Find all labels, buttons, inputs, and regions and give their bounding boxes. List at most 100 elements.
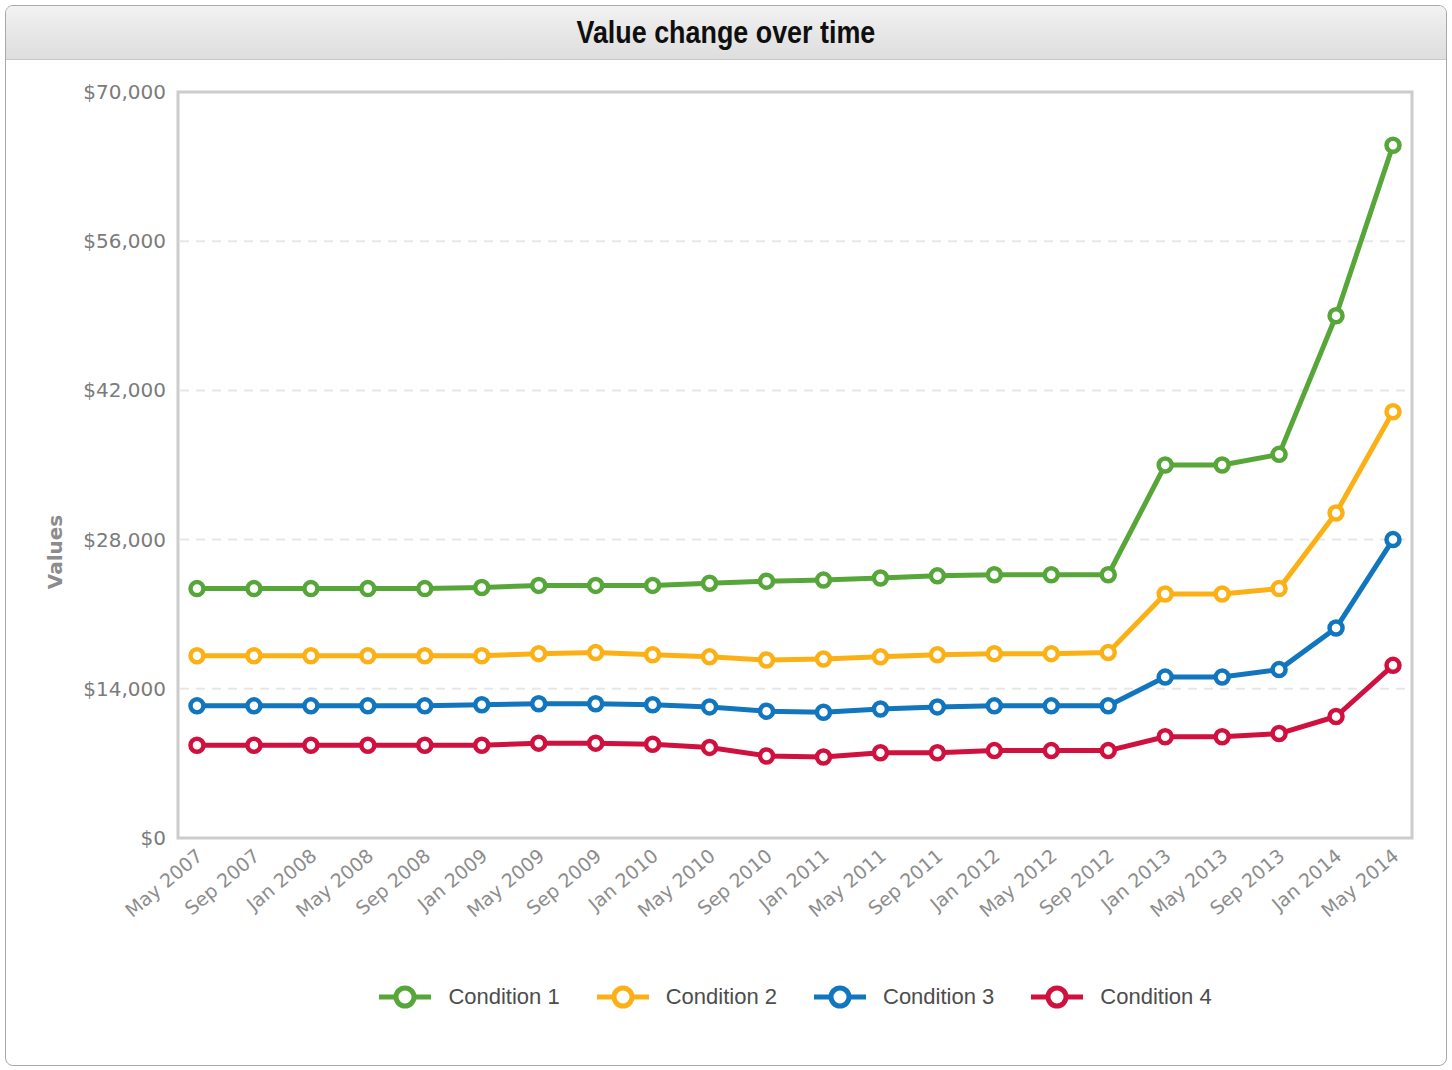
data-point[interactable] [760, 705, 773, 718]
data-point[interactable] [1159, 730, 1172, 743]
legend-item-2[interactable]: Condition 2 [596, 982, 777, 1012]
data-point[interactable] [1330, 309, 1343, 322]
data-point[interactable] [418, 699, 431, 712]
data-point[interactable] [1273, 448, 1286, 461]
series-line-2[interactable] [197, 412, 1393, 660]
data-point[interactable] [988, 744, 1001, 757]
data-point[interactable] [1216, 730, 1229, 743]
data-point[interactable] [247, 649, 260, 662]
data-point[interactable] [418, 739, 431, 752]
data-point[interactable] [703, 741, 716, 754]
data-point[interactable] [1159, 587, 1172, 600]
data-point[interactable] [1216, 587, 1229, 600]
data-point[interactable] [703, 700, 716, 713]
data-point[interactable] [1387, 139, 1400, 152]
data-point[interactable] [874, 650, 887, 663]
data-point[interactable] [1273, 727, 1286, 740]
legend-item-4[interactable]: Condition 4 [1030, 982, 1211, 1012]
data-point[interactable] [304, 699, 317, 712]
data-point[interactable] [1387, 659, 1400, 672]
data-point[interactable] [475, 649, 488, 662]
data-point[interactable] [1102, 646, 1115, 659]
data-point[interactable] [1216, 459, 1229, 472]
data-point[interactable] [304, 739, 317, 752]
data-point[interactable] [988, 568, 1001, 581]
data-point[interactable] [817, 574, 830, 587]
data-point[interactable] [1387, 405, 1400, 418]
data-point[interactable] [247, 739, 260, 752]
data-point[interactable] [191, 699, 204, 712]
data-point[interactable] [304, 582, 317, 595]
data-point[interactable] [874, 703, 887, 716]
data-point[interactable] [361, 699, 374, 712]
data-point[interactable] [874, 571, 887, 584]
y-tick-label: $56,000 [83, 229, 166, 253]
data-point[interactable] [361, 582, 374, 595]
data-point[interactable] [418, 649, 431, 662]
data-point[interactable] [646, 579, 659, 592]
data-point[interactable] [1159, 459, 1172, 472]
data-point[interactable] [1330, 506, 1343, 519]
data-point[interactable] [703, 577, 716, 590]
legend-marker-icon [596, 982, 650, 1012]
legend-item-1[interactable]: Condition 1 [378, 982, 559, 1012]
data-point[interactable] [988, 699, 1001, 712]
data-point[interactable] [1273, 663, 1286, 676]
y-tick-label: $0 [141, 826, 166, 850]
data-point[interactable] [1102, 568, 1115, 581]
data-point[interactable] [817, 751, 830, 764]
data-point[interactable] [1216, 671, 1229, 684]
data-point[interactable] [817, 706, 830, 719]
data-point[interactable] [191, 582, 204, 595]
data-point[interactable] [247, 699, 260, 712]
data-point[interactable] [191, 649, 204, 662]
data-point[interactable] [1273, 582, 1286, 595]
data-point[interactable] [931, 648, 944, 661]
data-point[interactable] [304, 649, 317, 662]
data-point[interactable] [475, 698, 488, 711]
data-point[interactable] [1102, 699, 1115, 712]
data-point[interactable] [1330, 710, 1343, 723]
data-point[interactable] [532, 647, 545, 660]
data-point[interactable] [1045, 699, 1058, 712]
data-point[interactable] [589, 737, 602, 750]
data-point[interactable] [988, 647, 1001, 660]
data-point[interactable] [589, 579, 602, 592]
data-point[interactable] [532, 579, 545, 592]
data-point[interactable] [703, 650, 716, 663]
data-point[interactable] [817, 652, 830, 665]
data-point[interactable] [760, 749, 773, 762]
data-point[interactable] [475, 739, 488, 752]
data-point[interactable] [532, 737, 545, 750]
data-point[interactable] [1045, 647, 1058, 660]
data-point[interactable] [874, 746, 887, 759]
data-point[interactable] [532, 697, 545, 710]
data-point[interactable] [191, 739, 204, 752]
data-point[interactable] [646, 648, 659, 661]
data-point[interactable] [361, 739, 374, 752]
data-point[interactable] [1045, 744, 1058, 757]
data-point[interactable] [760, 575, 773, 588]
data-point[interactable] [646, 698, 659, 711]
data-point[interactable] [931, 569, 944, 582]
series-line-1[interactable] [197, 145, 1393, 588]
data-point[interactable] [589, 697, 602, 710]
legend-label: Condition 3 [883, 984, 994, 1010]
legend-item-3[interactable]: Condition 3 [813, 982, 994, 1012]
legend-marker-icon [1030, 982, 1084, 1012]
data-point[interactable] [247, 582, 260, 595]
data-point[interactable] [589, 646, 602, 659]
data-point[interactable] [931, 746, 944, 759]
data-point[interactable] [646, 738, 659, 751]
data-point[interactable] [418, 582, 431, 595]
data-point[interactable] [760, 654, 773, 667]
series-line-3[interactable] [197, 540, 1393, 713]
data-point[interactable] [1330, 622, 1343, 635]
data-point[interactable] [1045, 568, 1058, 581]
data-point[interactable] [1159, 671, 1172, 684]
data-point[interactable] [1102, 744, 1115, 757]
data-point[interactable] [1387, 533, 1400, 546]
data-point[interactable] [361, 649, 374, 662]
data-point[interactable] [475, 581, 488, 594]
data-point[interactable] [931, 700, 944, 713]
